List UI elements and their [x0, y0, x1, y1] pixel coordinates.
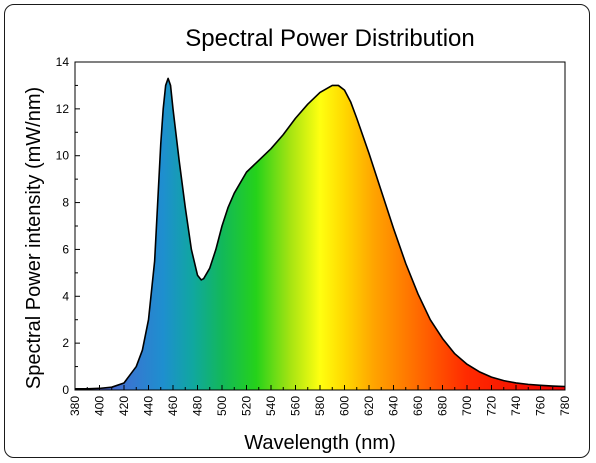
spd-area	[75, 78, 565, 391]
y-tick-label: 8	[62, 196, 69, 210]
y-tick-label: 6	[62, 242, 69, 256]
x-tick-label: 580	[313, 396, 327, 416]
x-tick-label: 480	[191, 396, 205, 416]
x-tick-label: 560	[289, 396, 303, 416]
spd-curve	[75, 77, 566, 390]
y-tick-label: 12	[56, 102, 70, 116]
x-tick-label: 400	[93, 396, 107, 416]
x-tick-label: 540	[264, 396, 278, 416]
y-tick-label: 0	[62, 383, 69, 397]
x-tick-label: 460	[166, 396, 180, 416]
y-tick-label: 10	[56, 149, 70, 163]
x-tick-label: 600	[338, 396, 352, 416]
x-tick-label: 440	[142, 396, 156, 416]
y-axis-label: Spectral Power intensity (mW/nm)	[23, 87, 45, 389]
chart-title: Spectral Power Distribution	[185, 25, 474, 52]
x-tick-label: 660	[411, 396, 425, 416]
x-tick-label: 740	[509, 396, 523, 416]
x-tick-label: 380	[68, 396, 82, 416]
x-tick-label: 700	[460, 396, 474, 416]
x-tick-label: 620	[362, 396, 376, 416]
x-tick-label: 680	[436, 396, 450, 416]
y-tick-label: 4	[62, 289, 69, 303]
x-tick-label: 420	[117, 396, 131, 416]
axes: 0 2 4 6 8 10 12 14 380 400 420 440 460 480 500 520 540 56…	[56, 55, 572, 416]
x-tick-label: 520	[240, 396, 254, 416]
x-tick-label: 780	[558, 396, 572, 416]
x-axis-label: Wavelength (nm)	[244, 432, 396, 454]
x-tick-label: 640	[387, 396, 401, 416]
x-tick-label: 500	[215, 396, 229, 416]
y-tick-label: 2	[62, 336, 69, 350]
x-tick-label: 720	[485, 396, 499, 416]
x-tick-label: 760	[534, 396, 548, 416]
y-tick-label: 14	[56, 55, 70, 69]
